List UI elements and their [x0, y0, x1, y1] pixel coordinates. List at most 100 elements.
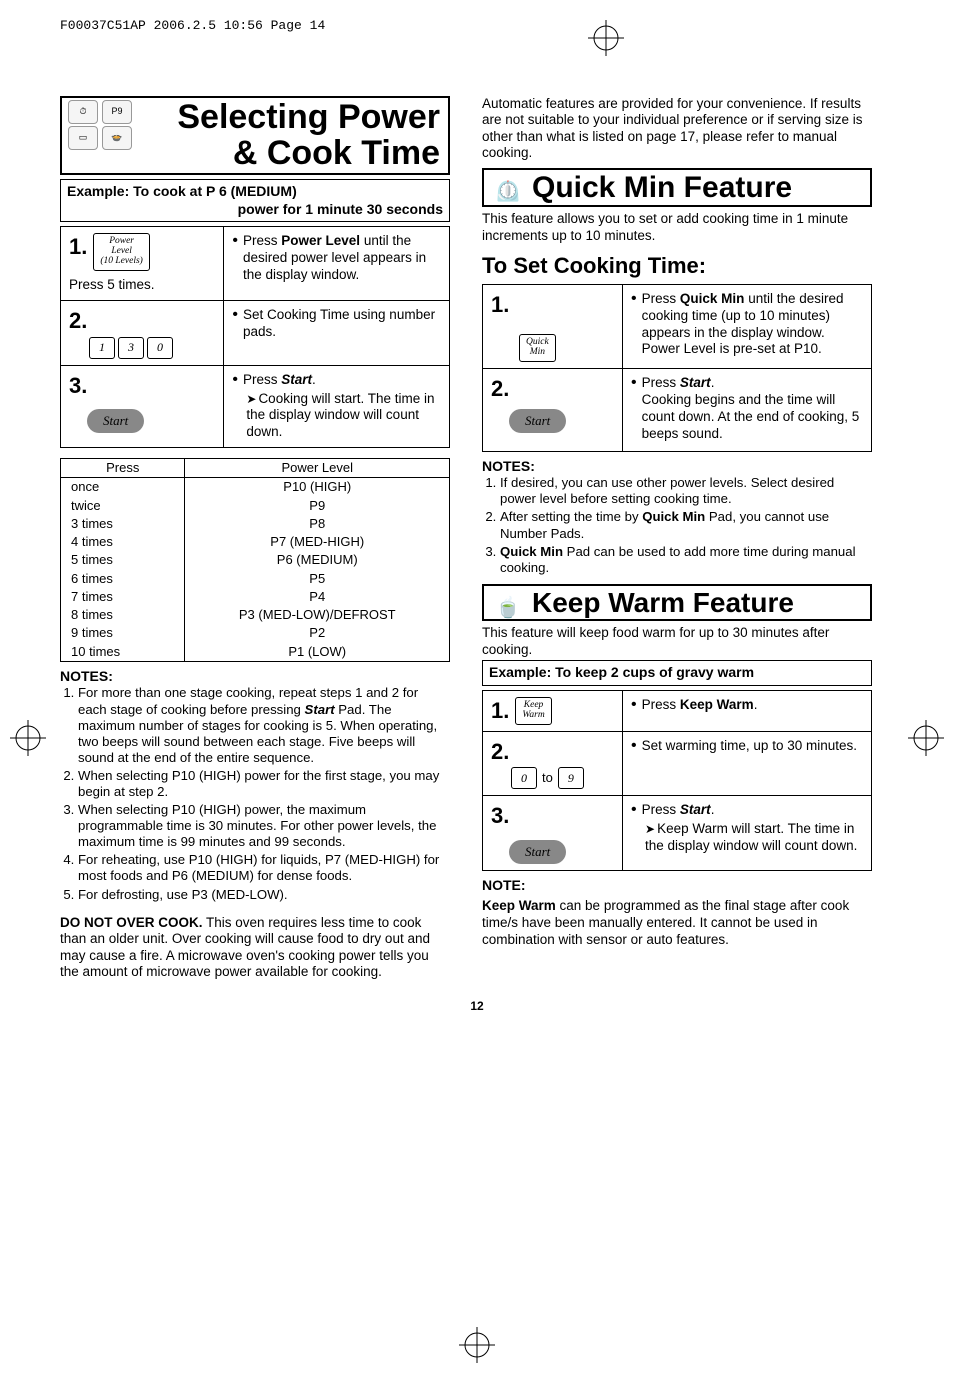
table-row: onceP10 (HIGH): [61, 478, 450, 497]
note-item: For reheating, use P10 (HIGH) for liquid…: [78, 852, 450, 884]
step-action-bold: Keep Warm: [680, 697, 754, 712]
quick-min-intro: This feature allows you to set or add co…: [482, 211, 872, 244]
auto-features-intro: Automatic features are provided for your…: [482, 96, 872, 162]
step-number: 3.: [491, 803, 509, 828]
section-title-selecting-power: ⏱ P9 ▭ 🍲 Selecting Power & Cook Time: [60, 96, 450, 175]
period: .: [754, 697, 758, 712]
step-action-bold: Power Level: [281, 233, 360, 248]
keep-warm-intro: This feature will keep food warm for up …: [482, 625, 872, 658]
notes-header: NOTES:: [60, 668, 450, 686]
table-row: 5 timesP6 (MEDIUM): [61, 551, 450, 569]
note-header: NOTE:: [482, 877, 872, 895]
registration-mark-icon: [908, 720, 944, 756]
step-arrow-text: Keep Warm will start. The time in the di…: [631, 821, 863, 855]
level-cell: P8: [185, 515, 450, 533]
step-action-verb: Press: [642, 291, 677, 306]
section-title-quick-min: ⏲️ Quick Min Feature: [482, 168, 872, 208]
step-number: 1.: [491, 697, 509, 725]
keep-warm-example: Example: To keep 2 cups of gravy warm: [482, 660, 872, 686]
number-pad: 0: [511, 767, 537, 789]
step-action-bold: Quick Min: [680, 291, 745, 306]
press-cell: 8 times: [61, 606, 185, 624]
notes-list: If desired, you can use other power leve…: [482, 475, 872, 576]
step-number: 1.: [69, 233, 87, 261]
note-item: For defrosting, use P3 (MED-LOW).: [78, 887, 450, 903]
note-item: After setting the time by Quick Min Pad,…: [500, 509, 872, 541]
section-title-keep-warm: 🍵 Keep Warm Feature: [482, 584, 872, 621]
note-item: For more than one stage cooking, repeat …: [78, 685, 450, 765]
level-cell: P3 (MED-LOW)/DEFROST: [185, 606, 450, 624]
press-cell: 5 times: [61, 551, 185, 569]
step-start-label: Start: [281, 372, 312, 387]
table-row: 3 timesP8: [61, 515, 450, 533]
table-row: 7 timesP4: [61, 588, 450, 606]
step-action-verb: Press: [642, 802, 677, 817]
left-column: ⏱ P9 ▭ 🍲 Selecting Power & Cook Time Exa…: [60, 96, 450, 981]
page-number: 12: [60, 999, 894, 1014]
level-cell: P9: [185, 497, 450, 515]
keep-warm-note: Keep Warm can be programmed as the final…: [482, 898, 872, 949]
note-item: Quick Min Pad can be used to add more ti…: [500, 544, 872, 576]
table-header-level: Power Level: [185, 459, 450, 478]
step-action-text: Set warming time, up to 30 minutes.: [642, 738, 857, 755]
registration-mark-icon: [10, 720, 46, 756]
level-cell: P1 (LOW): [185, 643, 450, 662]
step-number: 2.: [69, 307, 87, 335]
quick-min-title: Quick Min Feature: [532, 171, 792, 204]
level-cell: P5: [185, 570, 450, 588]
press-cell: 10 times: [61, 643, 185, 662]
table-row: 10 timesP1 (LOW): [61, 643, 450, 662]
note-item: When selecting P10 (HIGH) power, the max…: [78, 802, 450, 850]
power-level-pad: Power Level (10 Levels): [93, 233, 149, 271]
set-cooking-time-header: To Set Cooking Time:: [482, 252, 872, 280]
start-pad: Start: [509, 840, 566, 864]
dish-icon: 🍲: [102, 126, 132, 150]
level-cell: P4: [185, 588, 450, 606]
number-pad: 3: [118, 337, 144, 359]
step-action-verb: Press: [642, 375, 677, 390]
display-icon: ▭: [68, 126, 98, 150]
press-cell: 9 times: [61, 624, 185, 642]
table-row: twiceP9: [61, 497, 450, 515]
level-cell: P2: [185, 624, 450, 642]
do-not-overcook-paragraph: DO NOT OVER COOK. This oven requires les…: [60, 915, 450, 981]
step-action-verb: Press: [243, 372, 278, 387]
title-line-2: & Cook Time: [233, 134, 440, 172]
keep-warm-pad: Keep Warm: [515, 697, 551, 725]
press-cell: once: [61, 478, 185, 497]
steps-table-selecting-power: 1. Power Level (10 Levels) Press 5 times…: [60, 226, 450, 448]
to-label: to: [542, 770, 553, 786]
step-plain-text: Cooking begins and the time will count d…: [642, 392, 860, 441]
right-column: Automatic features are provided for your…: [482, 96, 872, 981]
period: .: [312, 372, 316, 387]
gauge-icon: ⏱: [68, 100, 98, 124]
title-icon-group: ⏱ P9 ▭ 🍲: [68, 100, 132, 150]
press-cell: 7 times: [61, 588, 185, 606]
step-action-verb: Press: [642, 697, 677, 712]
step-sub-label: Press 5 times.: [69, 277, 215, 294]
number-pad: 9: [558, 767, 584, 789]
note-item: When selecting P10 (HIGH) power for the …: [78, 768, 450, 800]
number-pad: 0: [147, 337, 173, 359]
keep-warm-title: Keep Warm Feature: [532, 587, 794, 618]
notes-list: For more than one stage cooking, repeat …: [60, 685, 450, 902]
press-cell: 6 times: [61, 570, 185, 588]
level-cell: P6 (MEDIUM): [185, 551, 450, 569]
file-header: F00037C51AP 2006.2.5 10:56 Page 14: [60, 18, 325, 34]
level-cell: P7 (MED-HIGH): [185, 533, 450, 551]
step-number: 2.: [491, 376, 509, 401]
level-cell: P10 (HIGH): [185, 478, 450, 497]
step-number: 2.: [491, 739, 509, 764]
table-header-press: Press: [61, 459, 185, 478]
table-row: 9 timesP2: [61, 624, 450, 642]
step-action-text: Set Cooking Time using number pads.: [243, 307, 441, 341]
table-row: 4 timesP7 (MED-HIGH): [61, 533, 450, 551]
start-pad: Start: [87, 409, 144, 433]
example-line-1: Example: To cook at P 6 (MEDIUM): [67, 183, 297, 199]
quick-min-pad: Quick Min: [519, 334, 556, 362]
power-level-icon: P9: [102, 100, 132, 124]
note-item: If desired, you can use other power leve…: [500, 475, 872, 507]
step-arrow-text: Cooking will start. The time in the disp…: [232, 391, 441, 442]
example-line-2: power for 1 minute 30 seconds: [67, 201, 443, 219]
power-level-table: Press Power Level onceP10 (HIGH)twiceP93…: [60, 458, 450, 662]
